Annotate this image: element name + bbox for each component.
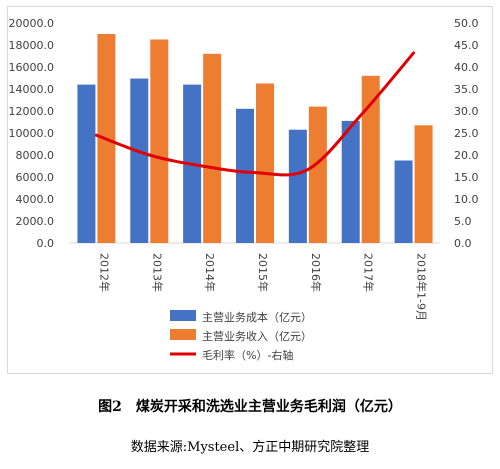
- y-left-tick-label: 20000.0: [9, 17, 55, 30]
- y-right-tick-label: 30.0: [454, 105, 479, 118]
- y-left-tick-label: 10000.0: [9, 127, 55, 140]
- bar-revenue: [150, 39, 169, 243]
- y-right-tick-label: 5.0: [454, 215, 472, 228]
- legend-label: 主营业务收入（亿元）: [202, 329, 312, 343]
- legend-label: 主营业务成本（亿元）: [202, 310, 312, 324]
- bar-cost: [130, 78, 149, 243]
- bar-revenue: [414, 125, 433, 243]
- x-tick-label: 2013年: [150, 253, 164, 292]
- margin-line: [94, 51, 416, 177]
- figure-caption: 图2 煤炭开采和洗选业主营业务毛利润（亿元）: [0, 396, 500, 416]
- legend-swatch: [170, 310, 196, 321]
- y-right-tick-label: 0.0: [454, 237, 472, 250]
- source-note: 数据来源:Mysteel、方正中期研究院整理: [130, 440, 370, 455]
- y-right-tick-label: 45.0: [454, 39, 479, 52]
- legend-label: 毛利率（%）-右轴: [202, 348, 293, 362]
- y-right-tick-label: 40.0: [454, 61, 479, 74]
- y-left-tick-label: 6000.0: [16, 171, 55, 184]
- figure-title: 煤炭开采和洗选业主营业务毛利润（亿元）: [135, 399, 402, 415]
- bar-cost: [394, 160, 413, 243]
- y-left-tick-label: 18000.0: [9, 39, 55, 52]
- bar-revenue: [308, 106, 327, 243]
- bar-cost: [77, 84, 96, 243]
- x-tick-label: 2016年: [309, 253, 323, 292]
- y-right-tick-label: 25.0: [454, 127, 479, 140]
- y-left-tick-label: 0.0: [37, 237, 55, 250]
- bar-cost: [288, 129, 307, 243]
- bar-revenue: [361, 75, 380, 243]
- bar-revenue: [203, 53, 222, 243]
- bar-cost: [341, 120, 360, 243]
- y-left-tick-label: 14000.0: [9, 83, 55, 96]
- figure-number: 图2: [98, 399, 122, 415]
- x-tick-label: 2014年: [203, 253, 217, 292]
- x-tick-label: 2018年1-9月: [415, 253, 429, 321]
- y-left-tick-label: 4000.0: [16, 193, 55, 206]
- x-tick-label: 2017年: [362, 253, 376, 292]
- legend-swatch: [170, 329, 196, 340]
- y-right-tick-label: 35.0: [454, 83, 479, 96]
- x-tick-label: 2012年: [97, 253, 111, 292]
- y-left-tick-label: 16000.0: [9, 61, 55, 74]
- y-left-tick-label: 8000.0: [16, 149, 55, 162]
- y-right-tick-label: 50.0: [454, 17, 479, 30]
- x-tick-label: 2015年: [256, 253, 270, 292]
- y-right-tick-label: 20.0: [454, 149, 479, 162]
- y-left-tick-label: 12000.0: [9, 105, 55, 118]
- y-right-tick-label: 10.0: [454, 193, 479, 206]
- chart: 0.0 2000.0 4000.0 6000.0 8000.0 10000.0 12000.…: [9, 17, 479, 362]
- bar-cost: [236, 108, 254, 243]
- y-left-tick-label: 2000.0: [16, 215, 55, 228]
- y-right-tick-label: 15.0: [454, 171, 479, 184]
- bar-revenue: [256, 83, 274, 243]
